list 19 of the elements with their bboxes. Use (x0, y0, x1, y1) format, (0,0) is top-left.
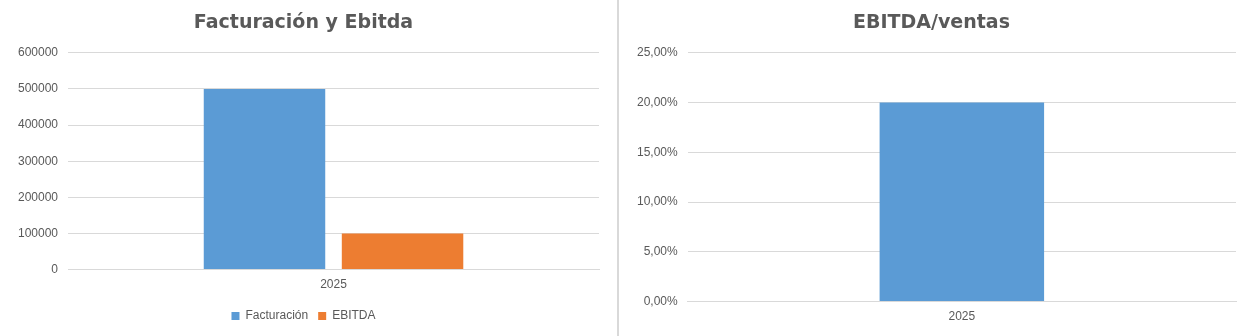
x-tick-label: 2025 (948, 309, 976, 324)
y-tick-label: 200000 (18, 189, 59, 204)
y-tick-label: 600000 (18, 45, 59, 60)
y-tick-label: 500000 (18, 81, 59, 96)
x-tick-label: 2025 (320, 277, 348, 292)
chart-title: Facturación y Ebitda (193, 10, 414, 33)
legend-label: EBITDA (332, 308, 376, 323)
y-tick-label: 100000 (18, 225, 59, 240)
y-tick-label: 15,00% (637, 144, 679, 159)
y-tick-label: 10,00% (637, 194, 679, 209)
y-tick-label: 300000 (18, 153, 59, 168)
chart-title: EBITDA/ventas (853, 10, 1010, 33)
y-tick-label: 20,00% (637, 94, 679, 109)
y-tick-label: 0,00% (643, 293, 679, 308)
y-tick-label: 400000 (18, 117, 59, 132)
legend-label: Facturación (245, 308, 309, 323)
y-tick-label: 25,00% (637, 45, 679, 60)
y-tick-label: 5,00% (643, 244, 679, 259)
y-tick-label: 0 (51, 261, 59, 276)
